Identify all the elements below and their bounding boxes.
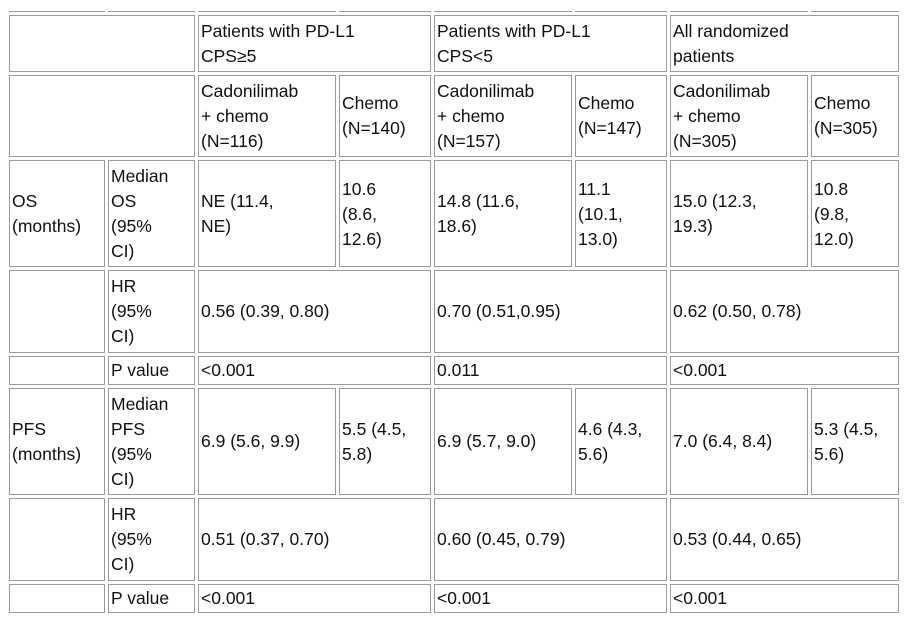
- empty-cell: [339, 11, 431, 12]
- pfs-hr-value: 0.60 (0.45, 0.79): [434, 498, 667, 581]
- os-hr-value: 0.56 (0.39, 0.80): [198, 270, 431, 353]
- row-label: HR (95% CI): [108, 270, 195, 353]
- results-table: Patients with PD-L1 CPS≥5 Patients with …: [6, 8, 902, 616]
- endpoint-label-os: OS (months): [9, 160, 105, 267]
- empty-cell: [811, 11, 899, 12]
- arm-header: Cadonilimab + chemo (N=157): [434, 75, 572, 157]
- pfs-hr-row: HR (95% CI) 0.51 (0.37, 0.70) 0.60 (0.45…: [9, 498, 899, 581]
- os-p-value: <0.001: [198, 356, 431, 385]
- os-median-value: NE (11.4, NE): [198, 160, 336, 267]
- endpoint-label-pfs: PFS (months): [9, 388, 105, 495]
- empty-cell: [9, 498, 105, 581]
- os-median-value: 10.8 (9.8, 12.0): [811, 160, 899, 267]
- empty-cell: [670, 11, 808, 12]
- os-hr-value: 0.70 (0.51,0.95): [434, 270, 667, 353]
- row-label: Median OS (95% CI): [108, 160, 195, 267]
- group-header-cps-ge5: Patients with PD-L1 CPS≥5: [198, 15, 431, 72]
- row-label: Median PFS (95% CI): [108, 388, 195, 495]
- pfs-p-value: <0.001: [434, 584, 667, 613]
- empty-cell: [9, 356, 105, 385]
- pfs-hr-value: 0.51 (0.37, 0.70): [198, 498, 431, 581]
- corner-cell: [9, 15, 195, 72]
- group-header-row: Patients with PD-L1 CPS≥5 Patients with …: [9, 15, 899, 72]
- arm-header-row: Cadonilimab + chemo (N=116) Chemo (N=140…: [9, 75, 899, 157]
- pfs-median-value: 6.9 (5.7, 9.0): [434, 388, 572, 495]
- os-median-value: 11.1 (10.1, 13.0): [575, 160, 667, 267]
- pfs-median-value: 7.0 (6.4, 8.4): [670, 388, 808, 495]
- pfs-median-value: 4.6 (4.3, 5.6): [575, 388, 667, 495]
- row-label: P value: [108, 584, 195, 613]
- arm-header: Chemo (N=140): [339, 75, 431, 157]
- empty-cell: [108, 11, 195, 12]
- row-label: HR (95% CI): [108, 498, 195, 581]
- pfs-p-row: P value <0.001 <0.001 <0.001: [9, 584, 899, 613]
- pfs-median-value: 5.5 (4.5, 5.8): [339, 388, 431, 495]
- os-hr-row: HR (95% CI) 0.56 (0.39, 0.80) 0.70 (0.51…: [9, 270, 899, 353]
- empty-cell: [434, 11, 572, 12]
- os-p-row: P value <0.001 0.011 <0.001: [9, 356, 899, 385]
- empty-cell: [198, 11, 336, 12]
- empty-cell: [9, 270, 105, 353]
- os-median-value: 14.8 (11.6, 18.6): [434, 160, 572, 267]
- clipped-top-row: [9, 11, 899, 12]
- os-median-row: OS (months) Median OS (95% CI) NE (11.4,…: [9, 160, 899, 267]
- pfs-p-value: <0.001: [670, 584, 899, 613]
- pfs-p-value: <0.001: [198, 584, 431, 613]
- os-p-value: <0.001: [670, 356, 899, 385]
- os-p-value: 0.011: [434, 356, 667, 385]
- pfs-median-row: PFS (months) Median PFS (95% CI) 6.9 (5.…: [9, 388, 899, 495]
- pfs-median-value: 6.9 (5.6, 9.9): [198, 388, 336, 495]
- empty-cell: [575, 11, 667, 12]
- os-median-value: 10.6 (8.6, 12.6): [339, 160, 431, 267]
- arm-header: Cadonilimab + chemo (N=116): [198, 75, 336, 157]
- corner-cell: [9, 75, 195, 157]
- pfs-hr-value: 0.53 (0.44, 0.65): [670, 498, 899, 581]
- group-header-cps-lt5: Patients with PD-L1 CPS<5: [434, 15, 667, 72]
- os-median-value: 15.0 (12.3, 19.3): [670, 160, 808, 267]
- empty-cell: [9, 11, 105, 12]
- os-hr-value: 0.62 (0.50, 0.78): [670, 270, 899, 353]
- empty-cell: [9, 584, 105, 613]
- arm-header: Cadonilimab + chemo (N=305): [670, 75, 808, 157]
- group-header-all: All randomized patients: [670, 15, 899, 72]
- arm-header: Chemo (N=305): [811, 75, 899, 157]
- arm-header: Chemo (N=147): [575, 75, 667, 157]
- pfs-median-value: 5.3 (4.5, 5.6): [811, 388, 899, 495]
- row-label: P value: [108, 356, 195, 385]
